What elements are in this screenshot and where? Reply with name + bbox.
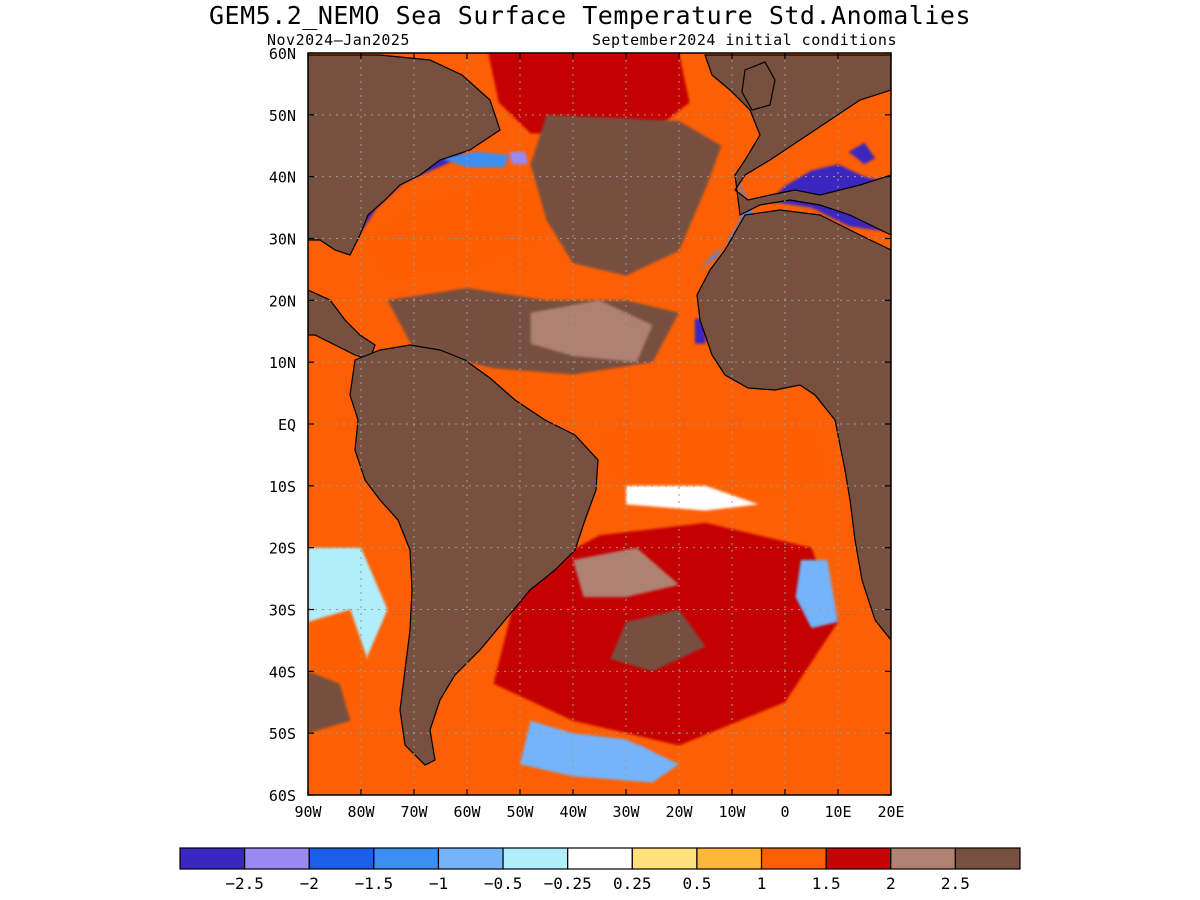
colorbar-label: −1.5: [355, 874, 394, 893]
colorbar-label: −2: [300, 874, 319, 893]
anomaly-region-south-atlantic-brown-patches: [610, 609, 706, 672]
lat-tick-label: 20N: [269, 292, 296, 310]
lat-tick-label: 30N: [269, 231, 296, 249]
anomaly-region-mediterranean-east-cold: [848, 142, 876, 165]
colorbar-swatch: [631, 847, 698, 870]
lon-tick-label: 20W: [665, 803, 693, 821]
anomaly-region-equatorial-warm: [599, 430, 828, 499]
anomaly-region-gulf-stream-cold-core: [509, 151, 528, 165]
lon-tick-label: 0: [780, 803, 789, 821]
anomaly-region-iberia-coast-cool: [700, 164, 754, 270]
anomaly-region-north-atlantic-subpolar-warm: [488, 53, 690, 134]
latitude-ticks: 60N 50N 40N 30N 20N 10N EQ 10S 20S 30S 40S 50S 60S: [269, 45, 891, 805]
lon-tick-label: 70W: [400, 803, 428, 821]
land-north-america: [308, 54, 501, 256]
lon-tick-label: 10W: [718, 803, 746, 821]
lat-tick-label: 40S: [269, 663, 296, 681]
lon-tick-label: 80W: [347, 803, 375, 821]
lon-tick-label: 40W: [559, 803, 587, 821]
anomaly-region-gulf-stream-cold-patch: [440, 151, 510, 168]
lat-tick-label: 60S: [269, 787, 296, 805]
lat-tick-label: 20S: [269, 540, 296, 558]
lon-tick-label: 20E: [877, 803, 904, 821]
lon-tick-label: 60W: [453, 803, 481, 821]
anomaly-region-southern-ocean-cool: [520, 720, 679, 783]
colorbar-swatch: [567, 847, 633, 870]
anomaly-region-benguela-cool: [795, 560, 838, 629]
lat-tick-label: 60N: [269, 45, 296, 63]
land-mask: [308, 54, 891, 766]
colorbar-swatch: [825, 847, 892, 870]
colorbar-label: 1: [757, 874, 767, 893]
lon-tick-label: 90W: [294, 803, 322, 821]
lon-tick-label: 10E: [824, 803, 851, 821]
colorbar-swatch: [437, 847, 504, 870]
colorbar-swatch: [308, 847, 375, 870]
colorbar-label: 0.5: [682, 874, 711, 893]
lat-tick-label: 10N: [269, 354, 296, 372]
colorbar-swatch: [696, 847, 763, 870]
colorbar-label: −2.5: [225, 874, 264, 893]
colorbar-swatch: [760, 847, 827, 870]
anomaly-region-tropical-atlantic-rose: [530, 300, 653, 363]
subtitle-period: Nov2024–Jan2025: [267, 31, 410, 49]
colorbar-label: −0.25: [544, 874, 592, 893]
colorbar-swatch: [954, 847, 1021, 870]
subtitle-initial-conditions: September2024 initial conditions: [592, 31, 897, 49]
colorbar-label: 1.5: [812, 874, 841, 893]
lat-tick-label: EQ: [278, 416, 296, 434]
lon-tick-label: 30W: [612, 803, 640, 821]
colorbar-label: −0.5: [484, 874, 523, 893]
anomaly-region-pacific-brown-south: [308, 671, 351, 734]
figure-title: GEM5.2_NEMO Sea Surface Temperature Std.…: [209, 1, 971, 30]
lat-tick-label: 50S: [269, 725, 296, 743]
colorbar-label: 2: [886, 874, 896, 893]
lat-tick-label: 50N: [269, 107, 296, 125]
land-british-isles: [741, 61, 776, 111]
lat-tick-label: 40N: [269, 169, 296, 187]
anomaly-region-angola-white-band: [626, 485, 759, 511]
lat-tick-label: 10S: [269, 478, 296, 496]
lon-tick-label: 50W: [506, 803, 534, 821]
colorbar-legend: −2.5 −2 −1.5 −1 −0.5 −0.25 0.25 0.5 1 1.5 2 2.5: [179, 847, 1021, 893]
colorbar-swatch: [179, 847, 246, 870]
colorbar-label: 0.25: [613, 874, 652, 893]
colorbar-swatch: [890, 847, 956, 870]
anomaly-region-north-atlantic-central-brown: [530, 114, 722, 276]
colorbar-label: 2.5: [941, 874, 970, 893]
land-africa: [696, 209, 891, 641]
lat-tick-label: 30S: [269, 602, 296, 620]
colorbar-label: −1: [429, 874, 448, 893]
colorbar-swatch: [502, 847, 569, 870]
graticule: [308, 53, 891, 795]
colorbar-swatch: [244, 847, 310, 870]
land-south-america: [349, 344, 599, 766]
map-panel: 60N 50N 40N 30N 20N 10N EQ 10S 20S 30S 40S 50S 60S 9…: [269, 45, 905, 821]
longitude-ticks: 90W 80W 70W 60W 50W 40W 30W 20W 10W 0 10E 20E: [294, 53, 905, 821]
colorbar-swatch: [373, 847, 440, 870]
